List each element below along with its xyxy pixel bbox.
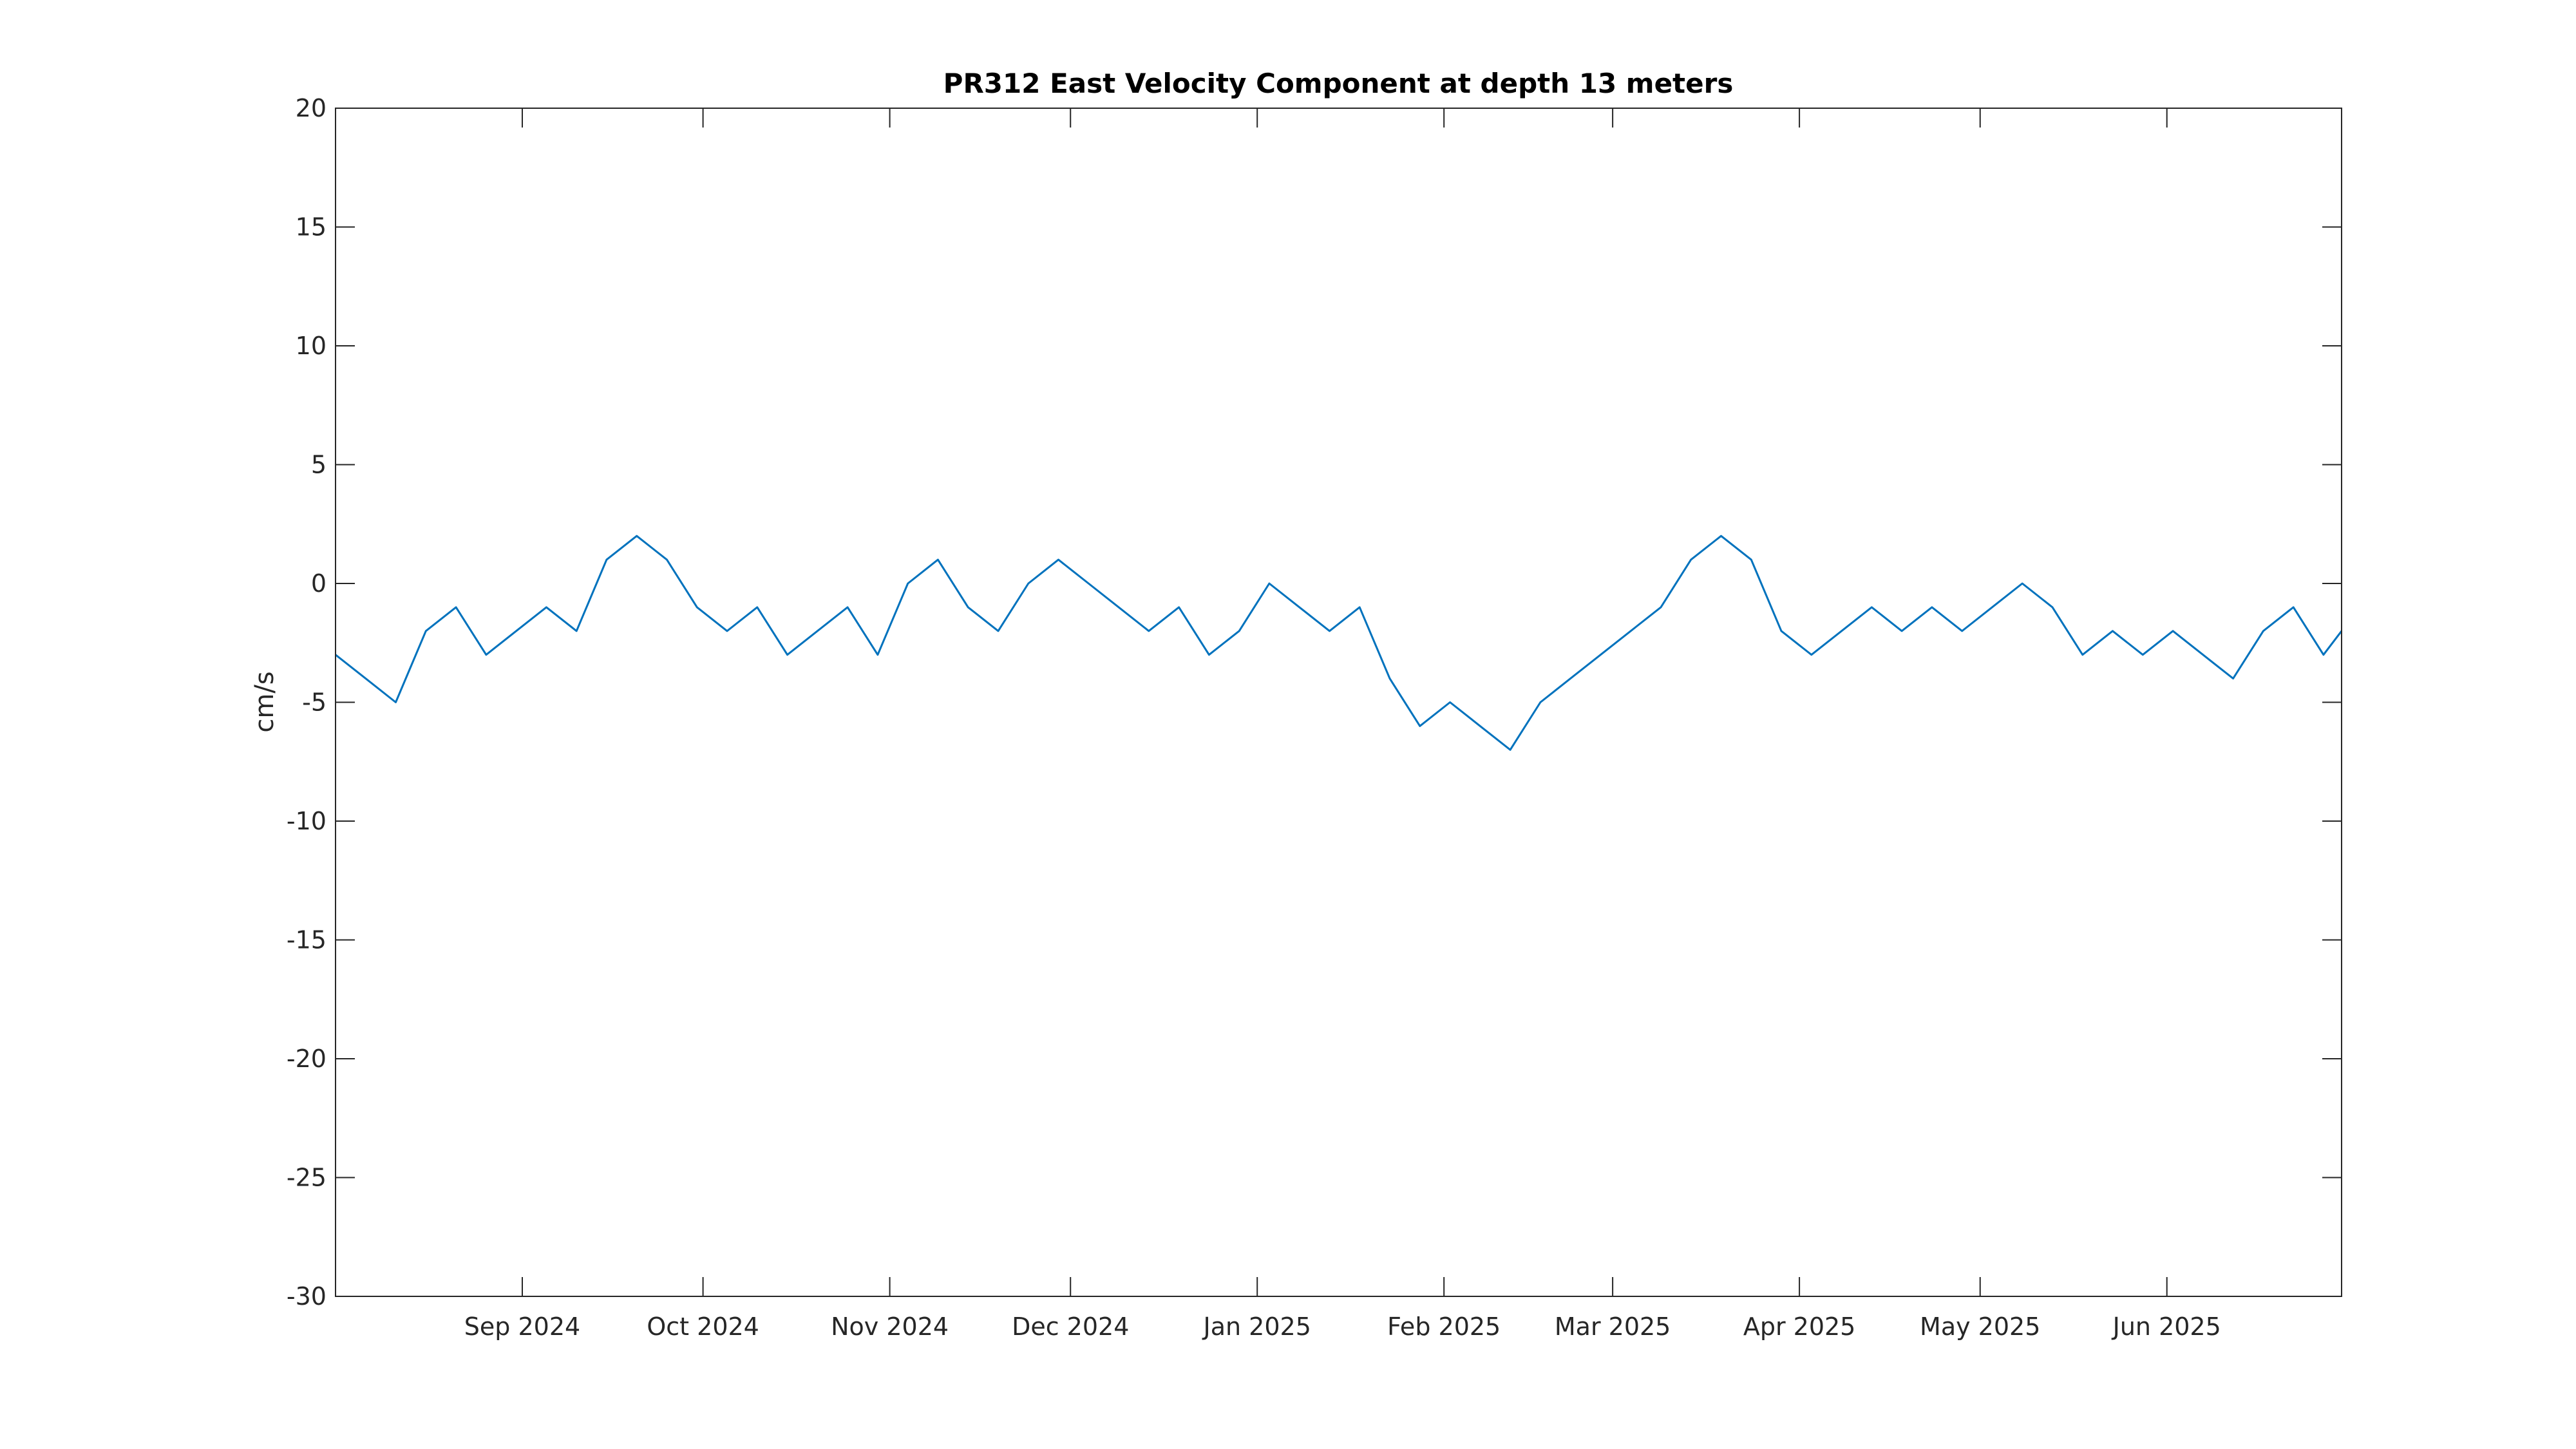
x-tick-label: Mar 2025 — [1555, 1312, 1671, 1341]
y-tick-label: 15 — [296, 213, 327, 242]
x-tick-label: May 2025 — [1920, 1312, 2040, 1341]
y-tick-label: -5 — [302, 688, 327, 717]
ticks-layer: -30 -25 -20 -15 -10 -5 0 5 10 15 20 Sep 2024 Oct 202… — [287, 94, 2342, 1341]
x-tick-label: Apr 2025 — [1743, 1312, 1856, 1341]
plot-frame — [335, 108, 2342, 1297]
y-tick-label: 10 — [296, 332, 327, 360]
y-tick-label: 0 — [311, 569, 327, 598]
y-tick-label: -30 — [287, 1282, 327, 1311]
x-tick-label: Dec 2024 — [1012, 1312, 1129, 1341]
y-tick-label: -10 — [287, 807, 327, 835]
y-axis-label: cm/s — [250, 671, 279, 732]
y-tick-label: 20 — [296, 94, 327, 122]
y-tick-label: -25 — [287, 1164, 327, 1192]
x-tick-label: Jun 2025 — [2112, 1312, 2221, 1341]
velocity-series-line — [335, 535, 2343, 751]
x-tick-label: Oct 2024 — [647, 1312, 759, 1341]
x-tick-label: Sep 2024 — [464, 1312, 580, 1341]
series-layer — [335, 535, 2343, 751]
x-tick-label: Jan 2025 — [1202, 1312, 1311, 1341]
y-tick-label: -15 — [287, 926, 327, 954]
plot-area — [336, 108, 2342, 1296]
y-tick-label: 5 — [311, 451, 327, 479]
x-tick-label: Nov 2024 — [831, 1312, 949, 1341]
chart-title: PR312 East Velocity Component at depth 1… — [943, 68, 1734, 99]
y-tick-label: -20 — [287, 1045, 327, 1073]
x-tick-label: Feb 2025 — [1387, 1312, 1501, 1341]
